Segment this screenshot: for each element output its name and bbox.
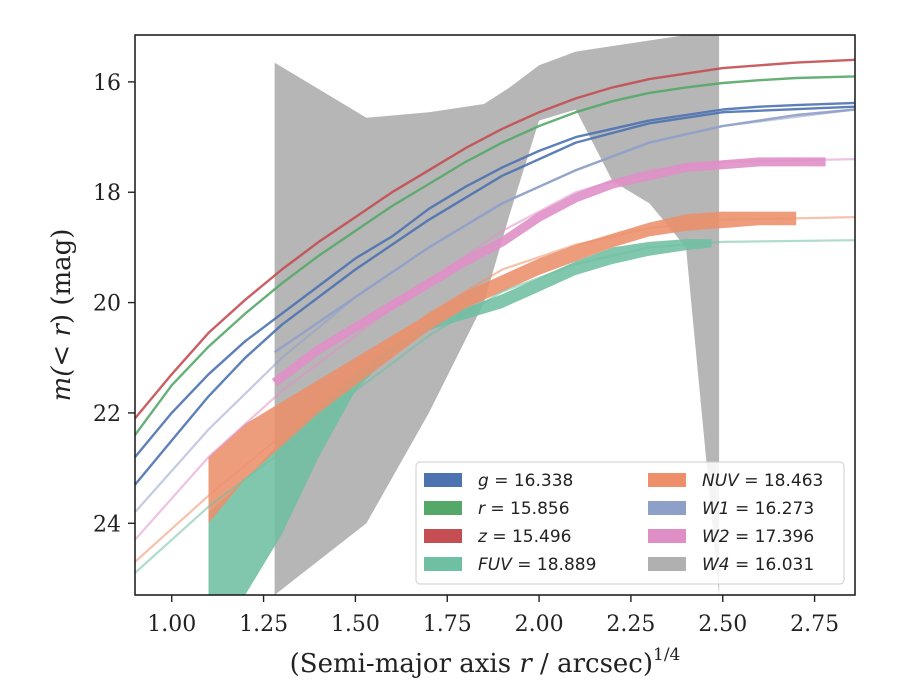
legend-entry-z: z = 15.496: [424, 527, 571, 547]
x-tick-label: 1.50: [331, 612, 380, 637]
legend-label: g = 16.338: [478, 471, 573, 491]
series-line-w2-model: [135, 158, 855, 541]
legend-label: FUV = 18.889: [478, 555, 596, 575]
legend-entry-w2: W2 = 17.396: [648, 527, 814, 547]
y-axis: 16 18 20 22 24: [93, 71, 135, 537]
legend-label: W1 = 16.273: [702, 499, 814, 519]
legend-label: z = 15.496: [477, 527, 571, 547]
series-line-nuv-model: [135, 216, 855, 563]
legend-entry-w4: W4 = 16.031: [648, 555, 814, 575]
legend-swatch: [648, 529, 686, 543]
legend-entries: g = 16.338 r = 15.856 z = 15.496 FUV = 18.8…: [424, 471, 823, 575]
series-band-w4: [274, 35, 720, 595]
legend-box: [415, 461, 845, 585]
legend-entry-w1: W1 = 16.273: [648, 499, 814, 519]
legend-swatch: [648, 557, 686, 571]
x-axis-title: (Semi-major axis r / arcsec)1/4: [290, 645, 681, 679]
legend-swatch: [424, 557, 462, 571]
legend-swatch: [424, 473, 462, 487]
x-axis-title-main: (Semi-major axis: [290, 649, 520, 679]
legend-label: NUV = 18.463: [702, 471, 823, 491]
legend-label: W2 = 17.396: [702, 527, 814, 547]
y-tick-label: 18: [93, 181, 121, 206]
y-axis-title-pre: m(<: [47, 337, 77, 402]
legend-swatch: [424, 529, 462, 543]
series-line-g-2: [135, 105, 855, 486]
x-tick-label: 2.25: [606, 612, 655, 637]
series-line-r: [135, 75, 855, 436]
y-tick-label: 20: [93, 292, 121, 317]
x-tick-label: 2.75: [790, 612, 839, 637]
y-axis-title: m(< r) (mag): [47, 229, 77, 402]
series-line-fuv-model: [135, 239, 855, 574]
y-axis-title-post: ) (mag): [47, 229, 77, 325]
legend-entry-r: r = 15.856: [424, 499, 570, 519]
y-axis-title-var: r: [47, 323, 77, 337]
legend-entry-g: g = 16.338: [424, 471, 573, 491]
x-tick-label: 1.75: [423, 612, 472, 637]
x-axis-title-sup: 1/4: [653, 645, 680, 665]
x-tick-label: 2.50: [698, 612, 747, 637]
legend-swatch: [424, 501, 462, 515]
series-line-z: [135, 58, 855, 420]
x-axis-title-var: r: [519, 649, 533, 679]
legend-swatch: [648, 501, 686, 515]
series-line-w2: [271, 157, 826, 387]
x-axis: 1.00 1.25 1.50 1.75 2.00 2.25 2.50 2.75: [147, 595, 839, 637]
plot-frame: [134, 34, 856, 596]
series-layer: [135, 35, 855, 595]
legend-entry-fuv: FUV = 18.889: [424, 555, 596, 575]
legend-label: r = 15.856: [478, 499, 570, 519]
x-tick-label: 1.25: [239, 612, 288, 637]
legend-swatch: [648, 473, 686, 487]
y-tick-label: 24: [93, 512, 121, 537]
legend-label: W4 = 16.031: [702, 555, 814, 575]
x-tick-label: 2.00: [515, 612, 564, 637]
x-tick-label: 1.00: [147, 612, 196, 637]
legend-entry-nuv: NUV = 18.463: [648, 471, 823, 491]
legend: g = 16.338 r = 15.856 z = 15.496 FUV = 18.8…: [415, 461, 845, 585]
y-tick-label: 16: [93, 71, 121, 96]
series-line-g: [135, 101, 855, 458]
y-tick-label: 22: [93, 402, 121, 427]
x-axis-title-tail: / arcsec): [532, 649, 653, 679]
series-line-w1: [273, 108, 855, 354]
